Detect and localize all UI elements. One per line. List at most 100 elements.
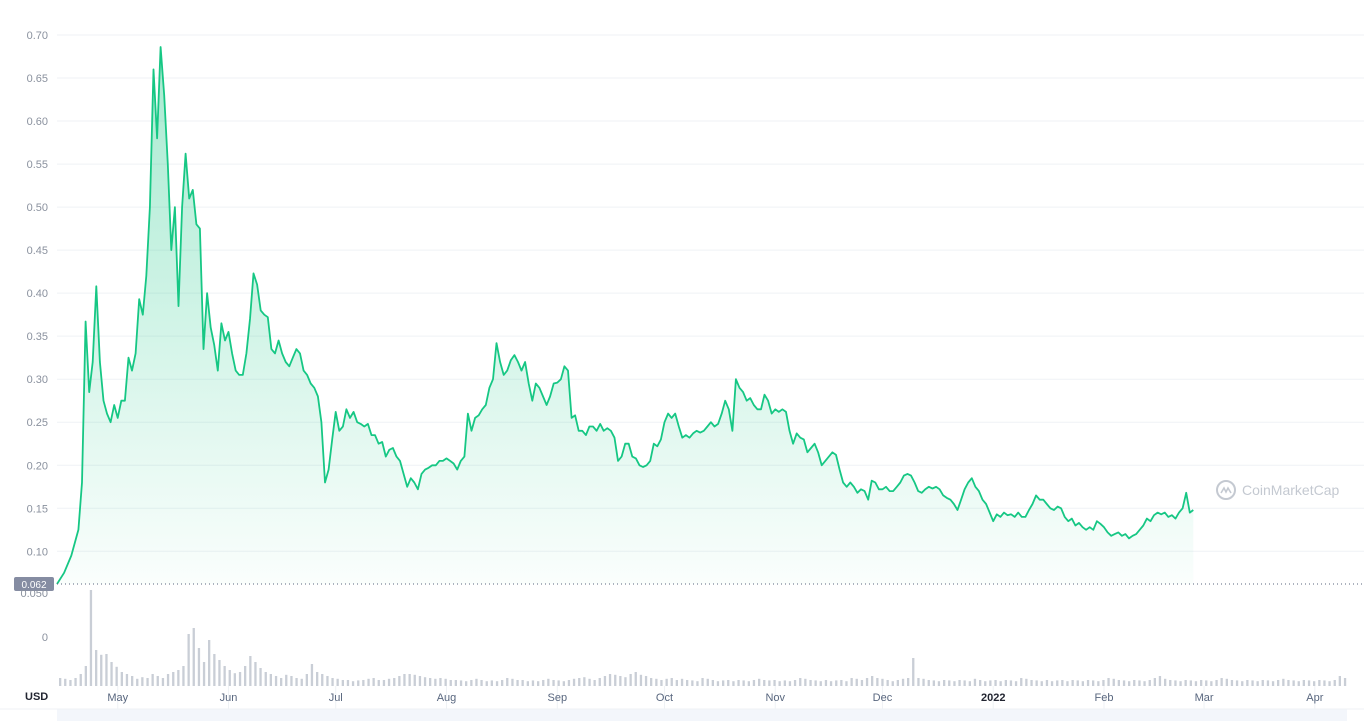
volume-bar [732,681,735,686]
volume-bar [1112,678,1115,686]
volume-bar [937,681,941,686]
volume-bar [120,672,123,686]
volume-bar [722,680,725,686]
volume-bar [1009,680,1013,686]
volume-bar [95,650,98,686]
y-axis: 0.10 0.15 0.20 0.25 0.30 0.35 0.40 0.45 0.50 0.55… [27,30,48,558]
x-tick-label: Sep [547,692,567,704]
volume-bar [552,680,555,686]
volume-bar [1338,676,1341,686]
volume-bar [146,678,149,686]
x-tick-label: Nov [765,692,785,704]
volume-bar [1138,680,1141,686]
volume-bar [434,678,437,686]
volume-bar [1102,680,1105,686]
volume-bar [125,674,129,686]
currency-label: USD [25,691,48,703]
volume-bar [1287,680,1290,686]
volume-bar [305,674,308,686]
volume-bar [1215,680,1218,686]
y-tick-label: 0.40 [27,288,48,300]
volume-bar [752,680,756,686]
volume-bar [943,680,946,686]
volume-bar [475,678,478,686]
volume-bar [1071,680,1074,686]
coinmarketcap-logo-icon [1216,480,1236,500]
volume-bar [1205,680,1208,686]
volume-bar [1143,681,1146,686]
volume-bar [398,676,401,686]
volume-bar [989,680,992,686]
volume-bar [346,680,350,686]
volume-bar [696,681,699,686]
volume-bar [619,676,622,686]
volume-bar [1050,681,1054,686]
volume-bar [280,678,283,686]
volume-bar [1014,681,1018,686]
range-navigator[interactable] [57,709,1347,721]
volume-bar [542,680,545,686]
volume-bar [788,681,792,686]
volume-bar [1220,678,1223,686]
volume-bar [1020,678,1023,686]
volume-bar [999,681,1002,686]
volume-bar [495,681,499,686]
volume-bar [408,674,411,686]
volume-bar [295,678,298,686]
volume-bar [1056,680,1059,686]
current-price-label: 0.062 [21,580,46,591]
volume-bar [763,680,766,686]
volume-bar [1246,680,1249,686]
volume-bar [223,666,226,686]
volume-bar [377,680,380,686]
volume-bar [413,674,416,686]
volume-bar [269,674,272,686]
volume-bar [634,672,637,686]
volume-bar [675,680,678,686]
price-line[interactable] [56,46,1194,585]
volume-bar [105,654,108,686]
volume-bar [197,648,201,686]
volume-bar [572,678,576,686]
volume-bar [300,678,303,686]
volume-bar [896,680,899,686]
volume-bar [819,681,822,686]
volume-bar [608,674,612,686]
volume-bar [151,674,154,686]
watermark: CoinMarketCap [1216,480,1339,500]
volume-bar [166,674,170,686]
volume-bar [1241,681,1244,686]
volume-bar [1025,678,1028,686]
volume-bar [809,680,812,686]
volume-bar [1200,680,1203,686]
volume-bar [233,673,236,686]
volume-bar [865,678,869,686]
x-tick-label: Dec [873,692,893,704]
volume-bar [501,680,504,686]
volume-bar [845,681,848,686]
volume-bar [639,674,643,686]
volume-bar [74,678,77,686]
volume-bar [254,662,257,686]
volume-bar [156,676,159,686]
volume-bar [321,674,324,686]
volume-bar [531,680,535,686]
volume-bar [1230,680,1234,686]
volume-bar [274,676,278,686]
volume-bar [727,680,730,686]
volume-bar [161,678,165,686]
volume-bar [1004,680,1007,686]
x-tick-label: May [107,692,128,704]
volume-bar [963,680,966,686]
volume-bar [228,670,231,686]
y-tick-label: 0.20 [27,460,48,472]
volume-bar [110,662,113,686]
y-tick-label: 0.70 [27,30,48,42]
volume-bar [881,678,884,686]
volume-bar [644,676,648,686]
volume-bar [290,676,293,686]
volume-bar [603,676,607,686]
volume-bar [526,681,529,686]
volume-bar [1081,681,1084,686]
